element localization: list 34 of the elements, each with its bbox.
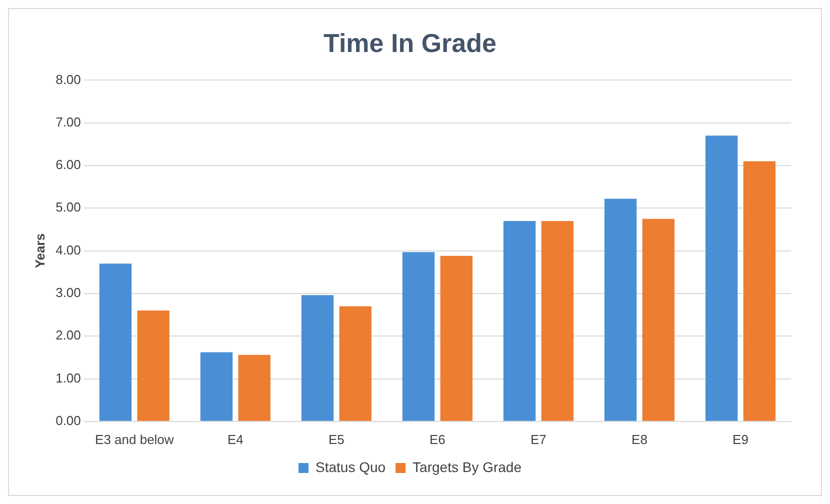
- y-tick-label: 5.00: [56, 200, 81, 215]
- bar: [743, 161, 776, 421]
- y-tick-label: 2.00: [56, 328, 81, 343]
- x-tick-label: E9: [732, 432, 748, 447]
- bar: [339, 306, 372, 421]
- x-tick-label: E6: [430, 432, 446, 447]
- x-tick-label: E5: [328, 432, 344, 447]
- bar: [402, 252, 435, 421]
- bar: [604, 198, 637, 421]
- bar: [503, 220, 536, 421]
- bar: [642, 218, 675, 421]
- y-axis-title: Years: [32, 233, 48, 268]
- y-tick-label: 1.00: [56, 370, 81, 386]
- bar: [200, 352, 233, 421]
- y-tick-label: 7.00: [56, 114, 81, 130]
- y-tick-label: 8.00: [56, 72, 81, 87]
- bar: [440, 256, 472, 421]
- bar: [301, 295, 334, 421]
- bar: [705, 136, 738, 421]
- y-tick-label: 3.00: [56, 285, 81, 300]
- x-tick-label: E4: [227, 432, 244, 447]
- chart-title: Time In Grade: [324, 28, 496, 58]
- bar: [137, 310, 170, 421]
- x-tick-label: E7: [530, 432, 546, 447]
- bar: [238, 354, 270, 421]
- y-tick-label: 6.00: [56, 157, 81, 172]
- y-tick-label: 0.00: [56, 412, 81, 428]
- legend-label: Targets By Grade: [412, 458, 522, 475]
- bar: [541, 220, 574, 421]
- bar: [99, 264, 132, 421]
- x-tick-label: E3 and below: [95, 432, 174, 447]
- x-tick-label: E8: [632, 432, 648, 447]
- legend-label: Status Quo: [316, 458, 386, 475]
- y-tick-label: 4.00: [56, 242, 81, 258]
